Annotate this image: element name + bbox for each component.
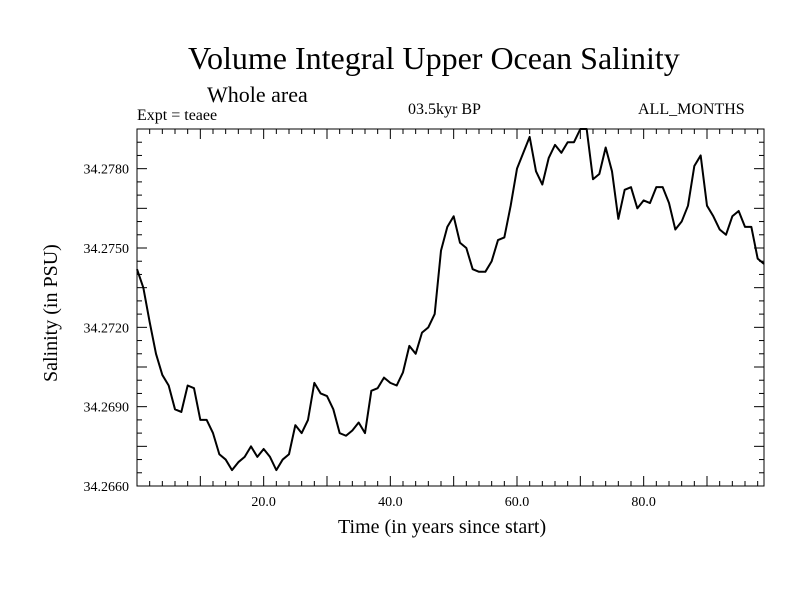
y-tick-label: 34.2780 (84, 163, 130, 178)
x-axis-label: Time (in years since start) (338, 516, 547, 538)
chart-subtitle: Whole area (207, 82, 308, 107)
axis-ticks (137, 129, 764, 486)
chart-title: Volume Integral Upper Ocean Salinity (188, 40, 680, 76)
y-tick-label: 34.2660 (84, 480, 130, 495)
x-tick-label: 20.0 (251, 495, 276, 510)
months-label: ALL_MONTHS (638, 101, 745, 118)
salinity-series-line (136, 128, 765, 472)
series-layer (136, 128, 765, 472)
y-tick-label: 34.2690 (84, 401, 130, 416)
y-tick-label: 34.2720 (84, 321, 130, 336)
period-label: 03.5kyr BP (408, 101, 481, 118)
x-tick-label: 80.0 (631, 495, 656, 510)
x-tick-label: 40.0 (378, 495, 403, 510)
tick-labels: 20.0 40.0 60.0 80.0 34.2660 34.2690 34.2720 34.… (84, 163, 656, 510)
plot-frame (136, 128, 765, 487)
y-tick-label: 34.2750 (84, 242, 130, 257)
experiment-label: Expt = teaee (137, 107, 218, 124)
x-tick-label: 60.0 (505, 495, 530, 510)
